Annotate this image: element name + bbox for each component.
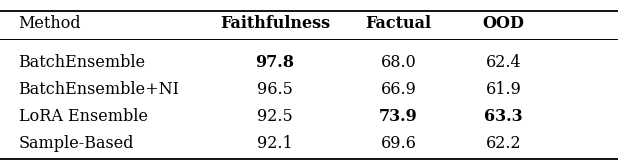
Text: OOD: OOD <box>483 15 525 32</box>
Text: 96.5: 96.5 <box>257 81 293 98</box>
Text: 73.9: 73.9 <box>379 108 418 125</box>
Text: Faithfulness: Faithfulness <box>220 15 330 32</box>
Text: 63.3: 63.3 <box>485 108 523 125</box>
Text: 62.2: 62.2 <box>486 135 522 152</box>
Text: BatchEnsemble: BatchEnsemble <box>19 54 146 71</box>
Text: LoRA Ensemble: LoRA Ensemble <box>19 108 148 125</box>
Text: 66.9: 66.9 <box>381 81 417 98</box>
Text: 97.8: 97.8 <box>255 54 295 71</box>
Text: Method: Method <box>19 15 81 32</box>
Text: 92.1: 92.1 <box>257 135 293 152</box>
Text: 92.5: 92.5 <box>257 108 293 125</box>
Text: 69.6: 69.6 <box>381 135 417 152</box>
Text: BatchEnsemble+NI: BatchEnsemble+NI <box>19 81 180 98</box>
Text: Sample-Based: Sample-Based <box>19 135 134 152</box>
Text: 62.4: 62.4 <box>486 54 522 71</box>
Text: 61.9: 61.9 <box>486 81 522 98</box>
Text: 68.0: 68.0 <box>381 54 417 71</box>
Text: Factual: Factual <box>366 15 431 32</box>
